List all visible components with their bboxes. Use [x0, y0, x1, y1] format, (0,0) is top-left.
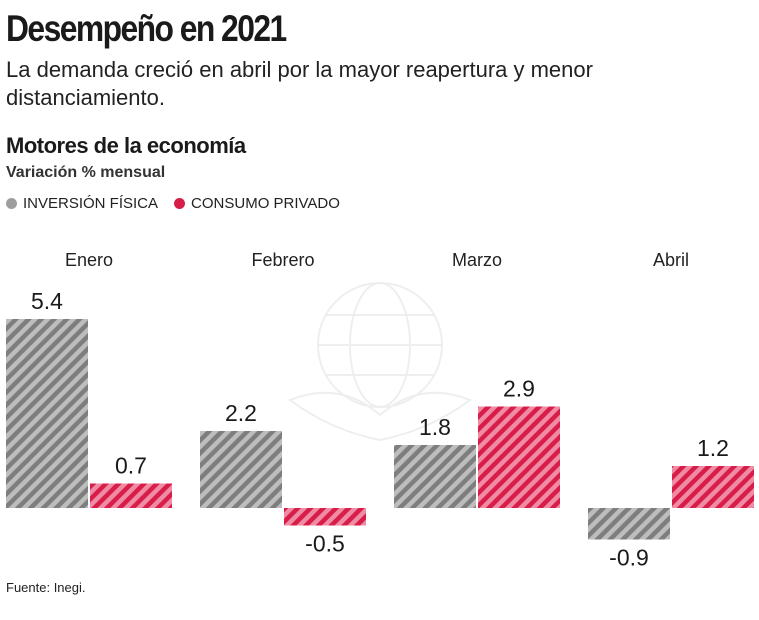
bar-consumo-marzo: [478, 406, 560, 508]
legend-label-inversion: INVERSIÓN FÍSICA: [23, 195, 159, 212]
legend: INVERSIÓN FÍSICA CONSUMO PRIVADO: [6, 195, 356, 212]
bar-inversion-febrero: [200, 431, 282, 508]
data-label: -0.9: [609, 545, 649, 571]
category-label: Abril: [653, 250, 689, 270]
data-label: -0.5: [305, 531, 345, 557]
data-label: 0.7: [115, 453, 147, 479]
legend-swatch-inversion: [6, 198, 17, 209]
bar-consumo-abril: [672, 466, 754, 508]
legend-label-consumo: CONSUMO PRIVADO: [191, 195, 340, 212]
bar-consumo-febrero: [284, 508, 366, 526]
data-label: 1.2: [697, 435, 729, 461]
data-label: 2.9: [503, 376, 535, 402]
data-label: 2.2: [225, 400, 257, 426]
data-label: 1.8: [419, 414, 451, 440]
legend-item-inversion: INVERSIÓN FÍSICA: [6, 195, 158, 212]
bar-inversion-marzo: [394, 445, 476, 508]
category-label: Enero: [65, 250, 113, 270]
watermark-emblem: [287, 282, 473, 442]
legend-swatch-consumo: [174, 198, 186, 209]
bar-inversion-enero: [6, 319, 88, 508]
unit-label: Variación % mensual: [6, 164, 166, 181]
bar-inversion-abril: [588, 508, 670, 540]
legend-item-consumo: CONSUMO PRIVADO: [174, 195, 340, 212]
category-label: Marzo: [452, 250, 502, 270]
category-label: Febrero: [251, 250, 314, 270]
chart-title: Desempeño en 2021: [6, 8, 287, 49]
data-label: 5.4: [31, 288, 63, 314]
bar-consumo-enero: [90, 483, 172, 508]
section-title: Motores de la economía: [6, 133, 246, 158]
chart-subtitle: La demanda creció en abril por la mayor …: [6, 57, 593, 110]
source-note: Fuente: Inegi.: [6, 580, 86, 595]
